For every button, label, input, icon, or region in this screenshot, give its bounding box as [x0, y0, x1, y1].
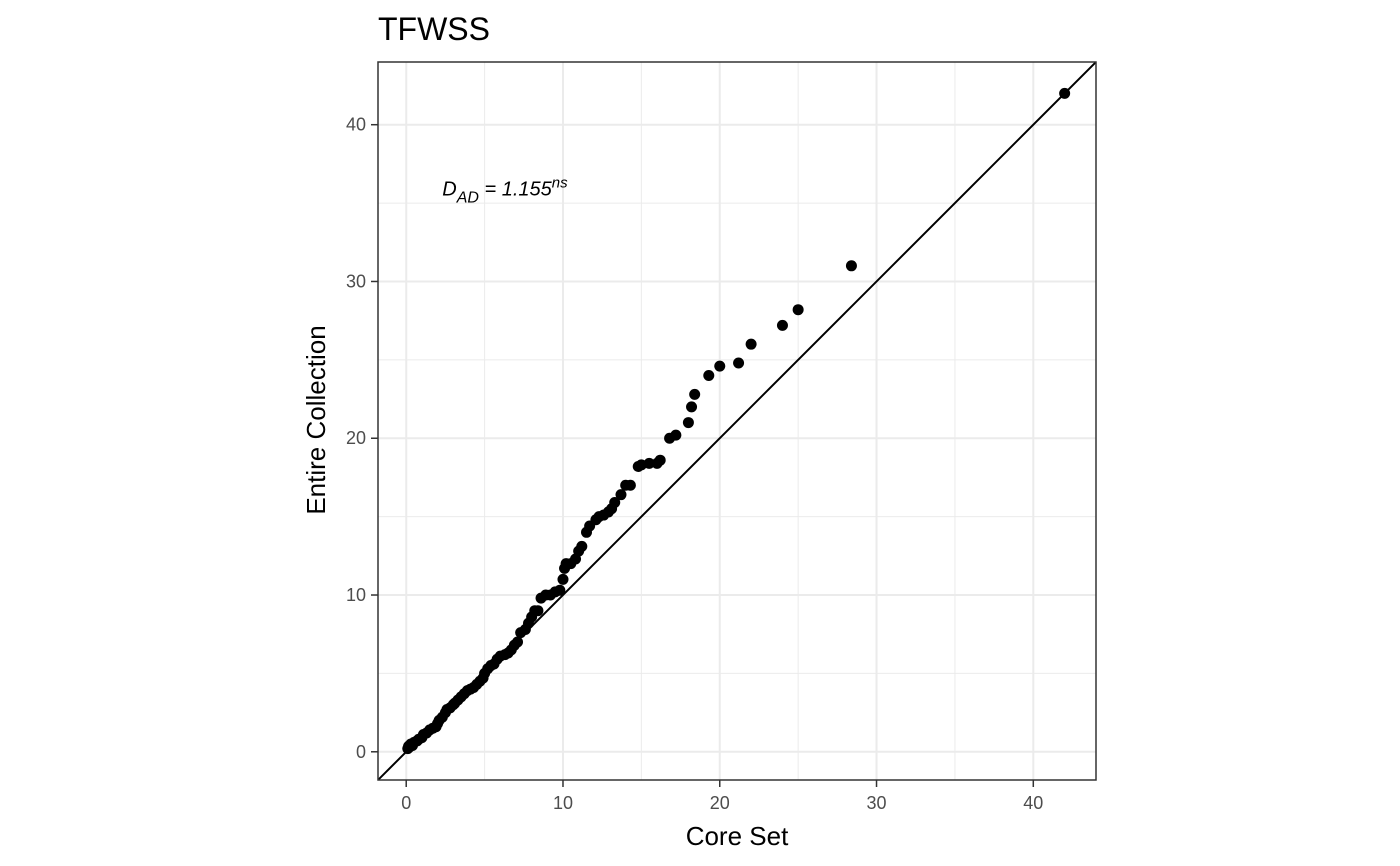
data-point — [792, 304, 804, 316]
chart-title: TFWSS — [378, 11, 490, 47]
y-tick-label: 0 — [356, 742, 366, 762]
annotation-base: D — [442, 178, 456, 200]
data-point — [714, 360, 726, 372]
annotation-subscript: AD — [456, 189, 480, 206]
x-tick-label: 10 — [553, 793, 573, 813]
x-tick-label: 20 — [710, 793, 730, 813]
y-tick-label: 30 — [346, 271, 366, 291]
x-axis-title: Core Set — [686, 821, 789, 851]
data-point — [554, 584, 566, 596]
y-tick-label: 40 — [346, 115, 366, 135]
data-point — [654, 454, 666, 466]
annotation-superscript: ns — [552, 174, 568, 191]
x-tick-label: 40 — [1023, 793, 1043, 813]
data-point — [733, 357, 745, 369]
data-point — [624, 479, 636, 491]
plot-panel: DAD = 1.155ns — [377, 61, 1097, 781]
data-point — [689, 388, 701, 400]
data-point — [686, 401, 698, 413]
annotation-value: = 1.155 — [479, 178, 553, 200]
data-point — [609, 497, 621, 509]
data-point — [615, 489, 627, 501]
data-point — [776, 319, 788, 331]
data-point — [643, 457, 655, 469]
data-point — [512, 636, 524, 648]
x-tick-label: 30 — [867, 793, 887, 813]
data-point — [576, 540, 588, 552]
data-point — [670, 429, 682, 441]
data-point — [703, 370, 715, 382]
data-points — [402, 87, 1071, 755]
data-point — [1059, 87, 1071, 99]
y-tick-label: 20 — [346, 428, 366, 448]
data-point — [845, 260, 857, 272]
data-point — [557, 573, 569, 585]
annotation-statistic: DAD = 1.155ns — [442, 174, 568, 206]
data-point — [532, 605, 544, 617]
panel-border — [377, 61, 1097, 781]
data-point — [745, 338, 757, 350]
axes: 0 10 20 30 40 0 10 20 30 40 — [346, 115, 1043, 813]
data-point — [682, 417, 694, 429]
y-axis-title: Entire Collection — [301, 325, 331, 514]
x-tick-label: 0 — [401, 793, 411, 813]
gridlines — [378, 62, 1096, 780]
y-tick-label: 10 — [346, 585, 366, 605]
